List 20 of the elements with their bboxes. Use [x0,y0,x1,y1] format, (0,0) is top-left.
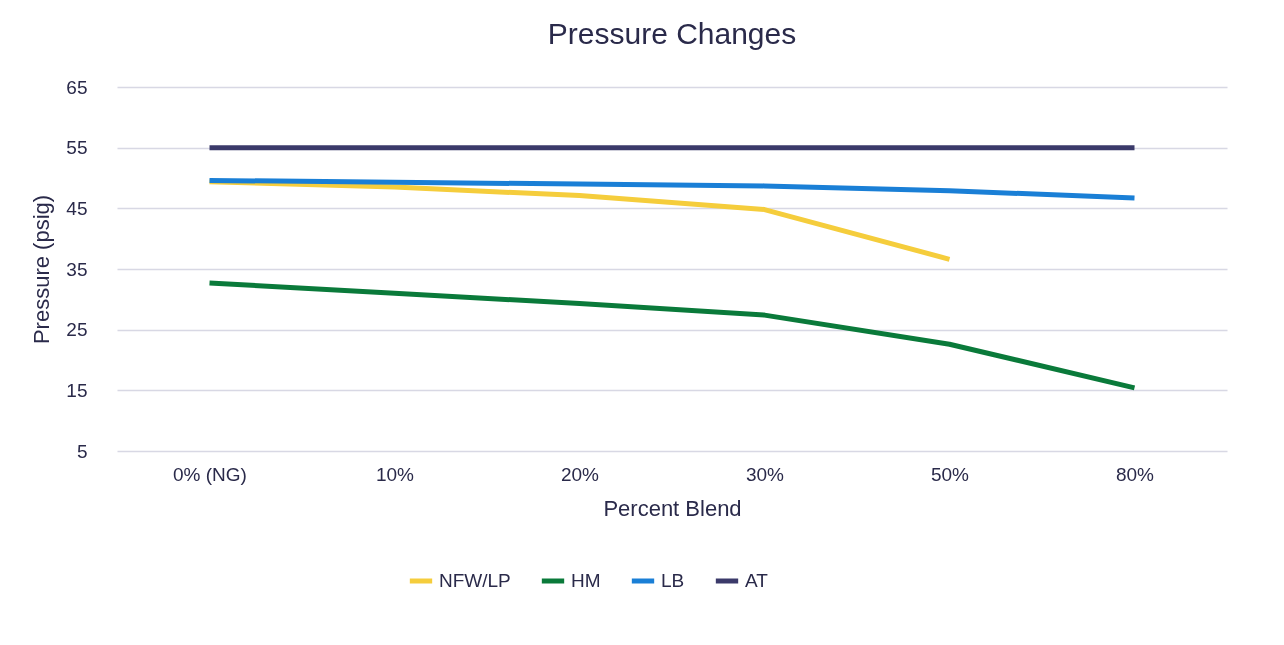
legend-label: NFW/LP [439,570,511,591]
x-tick-label: 80% [1115,463,1155,485]
x-tick-label: 20% [560,463,600,485]
y-tick-label: 45 [66,197,88,219]
y-tick-label: 65 [66,76,88,98]
x-tick-label: 50% [930,463,970,485]
y-tick-label: 15 [66,379,88,401]
legend-label: HM [571,570,601,591]
chart-title: Pressure Changes [547,17,797,50]
x-tick-label: 0% (NG) [173,463,247,485]
x-axis-title: Percent Blend [603,495,742,521]
y-tick-label: 55 [66,137,88,159]
y-tick-label: 25 [66,319,88,341]
legend-label: LB [661,570,685,591]
y-axis-title: Pressure (psig) [29,194,55,345]
y-tick-label: 35 [66,258,88,280]
legend-label: AT [745,570,769,591]
x-tick-label: 10% [375,463,415,485]
x-tick-label: 30% [745,463,785,485]
y-tick-label: 5 [76,440,88,462]
